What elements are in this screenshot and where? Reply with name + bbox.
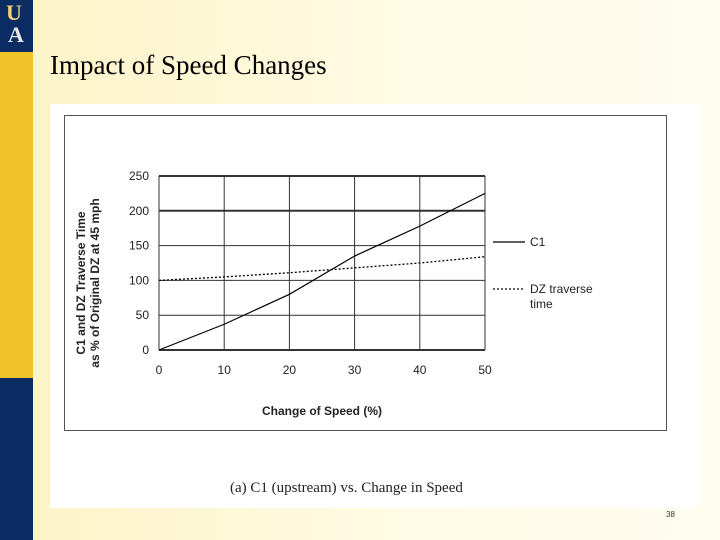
figure-caption: (a) C1 (upstream) vs. Change in Speed bbox=[230, 480, 463, 496]
series-line-c1 bbox=[158, 192, 486, 351]
left-accent-bottom bbox=[0, 378, 33, 540]
logo-letter-a: A bbox=[8, 22, 24, 47]
page-number: 38 bbox=[666, 510, 675, 519]
x-tick-label: 0 bbox=[156, 363, 163, 377]
y-axis-label-line: C1 and DZ Traverse Time bbox=[74, 211, 88, 355]
series-line-dz-traverse-time bbox=[158, 256, 486, 282]
chart-frame: 0 50 100 150 200 250 0 10 20 30 40 50 Change of Spee… bbox=[64, 115, 667, 431]
legend-label-line: C1 bbox=[530, 235, 546, 249]
y-tick-label: 50 bbox=[136, 308, 150, 322]
x-tick-label: 30 bbox=[348, 363, 362, 377]
x-tick-label: 50 bbox=[478, 363, 492, 377]
line-chart: 0 50 100 150 200 250 0 10 20 30 40 50 Change of Spee… bbox=[74, 169, 593, 418]
y-tick-label: 200 bbox=[129, 204, 149, 218]
plot-area bbox=[159, 176, 485, 350]
logo-background bbox=[0, 0, 33, 52]
x-axis-label: Change of Speed (%) bbox=[262, 404, 382, 418]
y-axis-label: C1 and DZ Traverse Timeas % of Original … bbox=[74, 198, 102, 367]
legend-label-line: time bbox=[530, 297, 553, 311]
y-axis-label-line: as % of Original DZ at 45 mph bbox=[88, 198, 102, 367]
y-tick-label: 250 bbox=[129, 169, 149, 183]
y-tick-label: 0 bbox=[142, 343, 149, 357]
x-tick-label: 10 bbox=[218, 363, 232, 377]
y-tick-label: 150 bbox=[129, 239, 149, 253]
x-tick-label: 40 bbox=[413, 363, 427, 377]
university-logo: U A bbox=[2, 2, 32, 50]
legend-label: DZ traverse time bbox=[530, 282, 593, 311]
legend-label: C1 bbox=[530, 235, 546, 249]
legend-label-line: DZ traverse bbox=[530, 282, 593, 296]
y-tick-label: 100 bbox=[129, 273, 149, 287]
logo-letter-u: U bbox=[6, 0, 22, 25]
x-tick-label: 20 bbox=[283, 363, 297, 377]
slide-title: Impact of Speed Changes bbox=[50, 50, 327, 80]
left-accent-bar bbox=[0, 0, 33, 540]
